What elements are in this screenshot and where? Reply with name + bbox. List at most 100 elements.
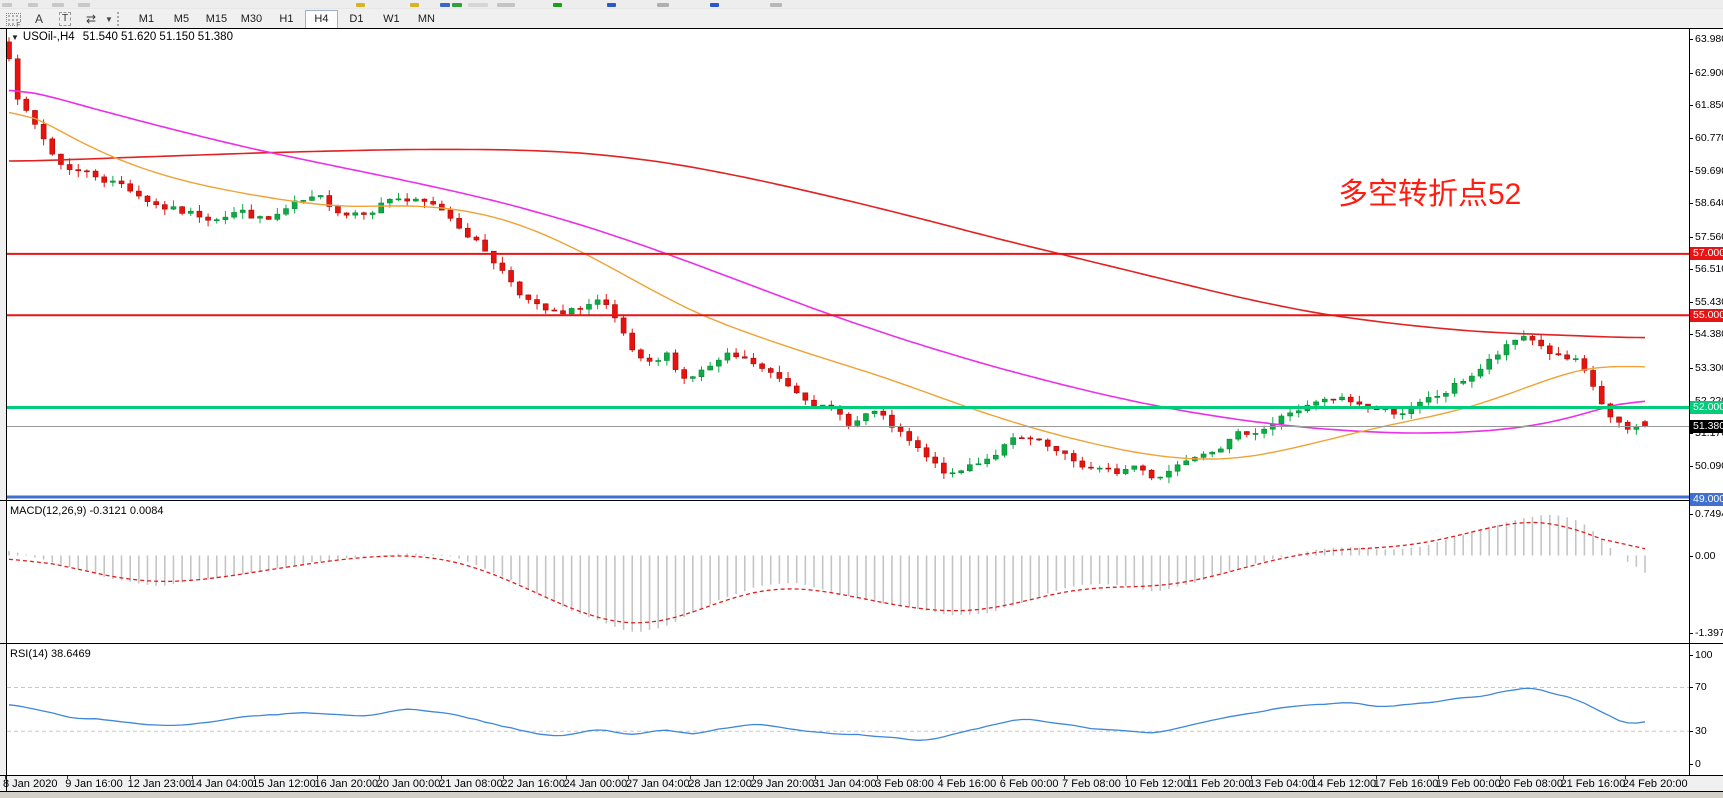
text-box-icon[interactable]: T (53, 10, 77, 28)
toolbar-icon-partial (770, 3, 782, 7)
candle-body (265, 216, 272, 220)
macd-panel-canvas[interactable] (7, 502, 1689, 643)
candle-body (1001, 444, 1008, 456)
candle-body (248, 209, 255, 219)
candle-body (984, 458, 990, 465)
window-left-border (6, 28, 7, 792)
timeframe-d1[interactable]: D1 (349, 13, 364, 25)
candle-body (715, 359, 722, 367)
grid-snap-icon[interactable]: F (1, 10, 25, 29)
macd-axis-label: 0.7494 (1695, 508, 1723, 521)
candle-body (1321, 398, 1328, 403)
candle-body (967, 464, 973, 472)
timeframe-h4[interactable]: H4 (304, 9, 338, 29)
toolbar-drag-handle[interactable] (116, 12, 125, 26)
candle-body (1607, 403, 1614, 418)
time-axis-tick (1126, 776, 1128, 779)
candle-body (837, 408, 843, 415)
arrow-objects-icon[interactable]: ⇄ (85, 12, 97, 26)
main-chart-canvas[interactable] (7, 29, 1689, 499)
candle-body (1261, 428, 1267, 434)
candle-body (923, 447, 930, 458)
candle-body (1235, 431, 1241, 440)
time-axis-tick (254, 776, 256, 779)
candle-body (75, 169, 82, 172)
candle-body (456, 218, 462, 229)
window-top-border (0, 28, 1723, 29)
candle-body (845, 413, 852, 426)
toolbar-icon-partial (28, 3, 38, 7)
candle-body (1131, 465, 1138, 470)
candle-body (1356, 401, 1363, 405)
symbol-dropdown-icon[interactable]: ▼ (11, 33, 19, 42)
time-axis-label: 31 Jan 04:00 (812, 778, 877, 790)
candle-body (179, 206, 185, 214)
candle-body (1226, 438, 1233, 450)
chart-title[interactable]: ▼ USOil-,H4 51.540 51.620 51.150 51.380 (11, 31, 233, 43)
candle-body (490, 250, 497, 264)
time-axis-label: 7 Feb 08:00 (1062, 778, 1121, 790)
time-axis-label: 9 Jan 16:00 (65, 778, 123, 790)
candle-body (672, 352, 679, 370)
time-axis-label: 12 Jan 23:00 (127, 778, 192, 790)
candle-body (1053, 446, 1060, 452)
price-axis-tick (1690, 334, 1693, 336)
text-label-icon[interactable]: A (34, 12, 43, 26)
price-axis-tick (1690, 236, 1693, 238)
candle-body (300, 200, 307, 202)
timeframe-mn[interactable]: MN (417, 13, 435, 25)
price-axis-tick (1690, 39, 1693, 41)
chart-annotation[interactable]: 多空转折点52 (1338, 178, 1522, 211)
macd-rsi-divider[interactable] (0, 643, 1723, 644)
candle-body (473, 236, 480, 241)
timeframe-m5[interactable]: M5 (173, 13, 190, 25)
price-axis-label: 56.510 (1695, 262, 1723, 275)
candle-body (1339, 396, 1345, 401)
timeframe-m1[interactable]: M1 (138, 13, 155, 25)
candle-body (638, 349, 644, 359)
price-axis-separator (1689, 28, 1690, 776)
candle-body (759, 363, 765, 369)
time-axis-label: 21 Feb 16:00 (1560, 778, 1626, 790)
medium-ma-line (8, 89, 1646, 434)
time-axis-label: 20 Feb 08:00 (1498, 778, 1564, 790)
candle-body (707, 365, 713, 371)
time-axis-label: 19 Feb 00:00 (1435, 778, 1501, 790)
candle-body (1347, 396, 1354, 403)
candle-body (1200, 453, 1207, 458)
price-axis-tick (1690, 104, 1693, 106)
candle-body (1313, 401, 1319, 406)
candle-body (1598, 386, 1605, 405)
candle-body (542, 303, 549, 311)
candle-body (992, 454, 999, 460)
candle-body (1616, 416, 1622, 423)
candle-body (1287, 412, 1293, 417)
time-axis-tick (1562, 776, 1564, 779)
timeframes-group: M1 M5 M15 M30 H1 H4 D1 W1 MN (129, 9, 444, 29)
main-macd-divider[interactable] (0, 500, 1723, 501)
candle-body (863, 413, 869, 422)
macd-axis-label: 0.00 (1695, 549, 1716, 562)
candle-body (767, 368, 774, 373)
candle-body (144, 195, 151, 202)
candle-body (1546, 345, 1553, 354)
candle-body (23, 98, 30, 111)
candle-body (7, 41, 12, 60)
candle-body (854, 420, 861, 426)
candle-body (447, 209, 454, 219)
candle-body (66, 164, 73, 170)
time-axis-tick (67, 776, 69, 779)
candle-body (222, 216, 229, 220)
timeframe-w1[interactable]: W1 (383, 13, 400, 25)
rsi-panel-canvas[interactable] (7, 645, 1689, 775)
candle-body (1122, 468, 1129, 474)
time-axis-label: 24 Jan 00:00 (563, 778, 628, 790)
time-axis-tick (191, 776, 193, 779)
candle-body (326, 195, 333, 207)
dropdown-caret-icon[interactable]: ▼ (105, 14, 113, 24)
candle-body (1183, 460, 1190, 466)
timeframe-m30[interactable]: M30 (240, 13, 263, 25)
timeframe-h1[interactable]: H1 (279, 13, 294, 25)
timeframe-m15[interactable]: M15 (205, 13, 228, 25)
candle-body (1140, 465, 1146, 471)
